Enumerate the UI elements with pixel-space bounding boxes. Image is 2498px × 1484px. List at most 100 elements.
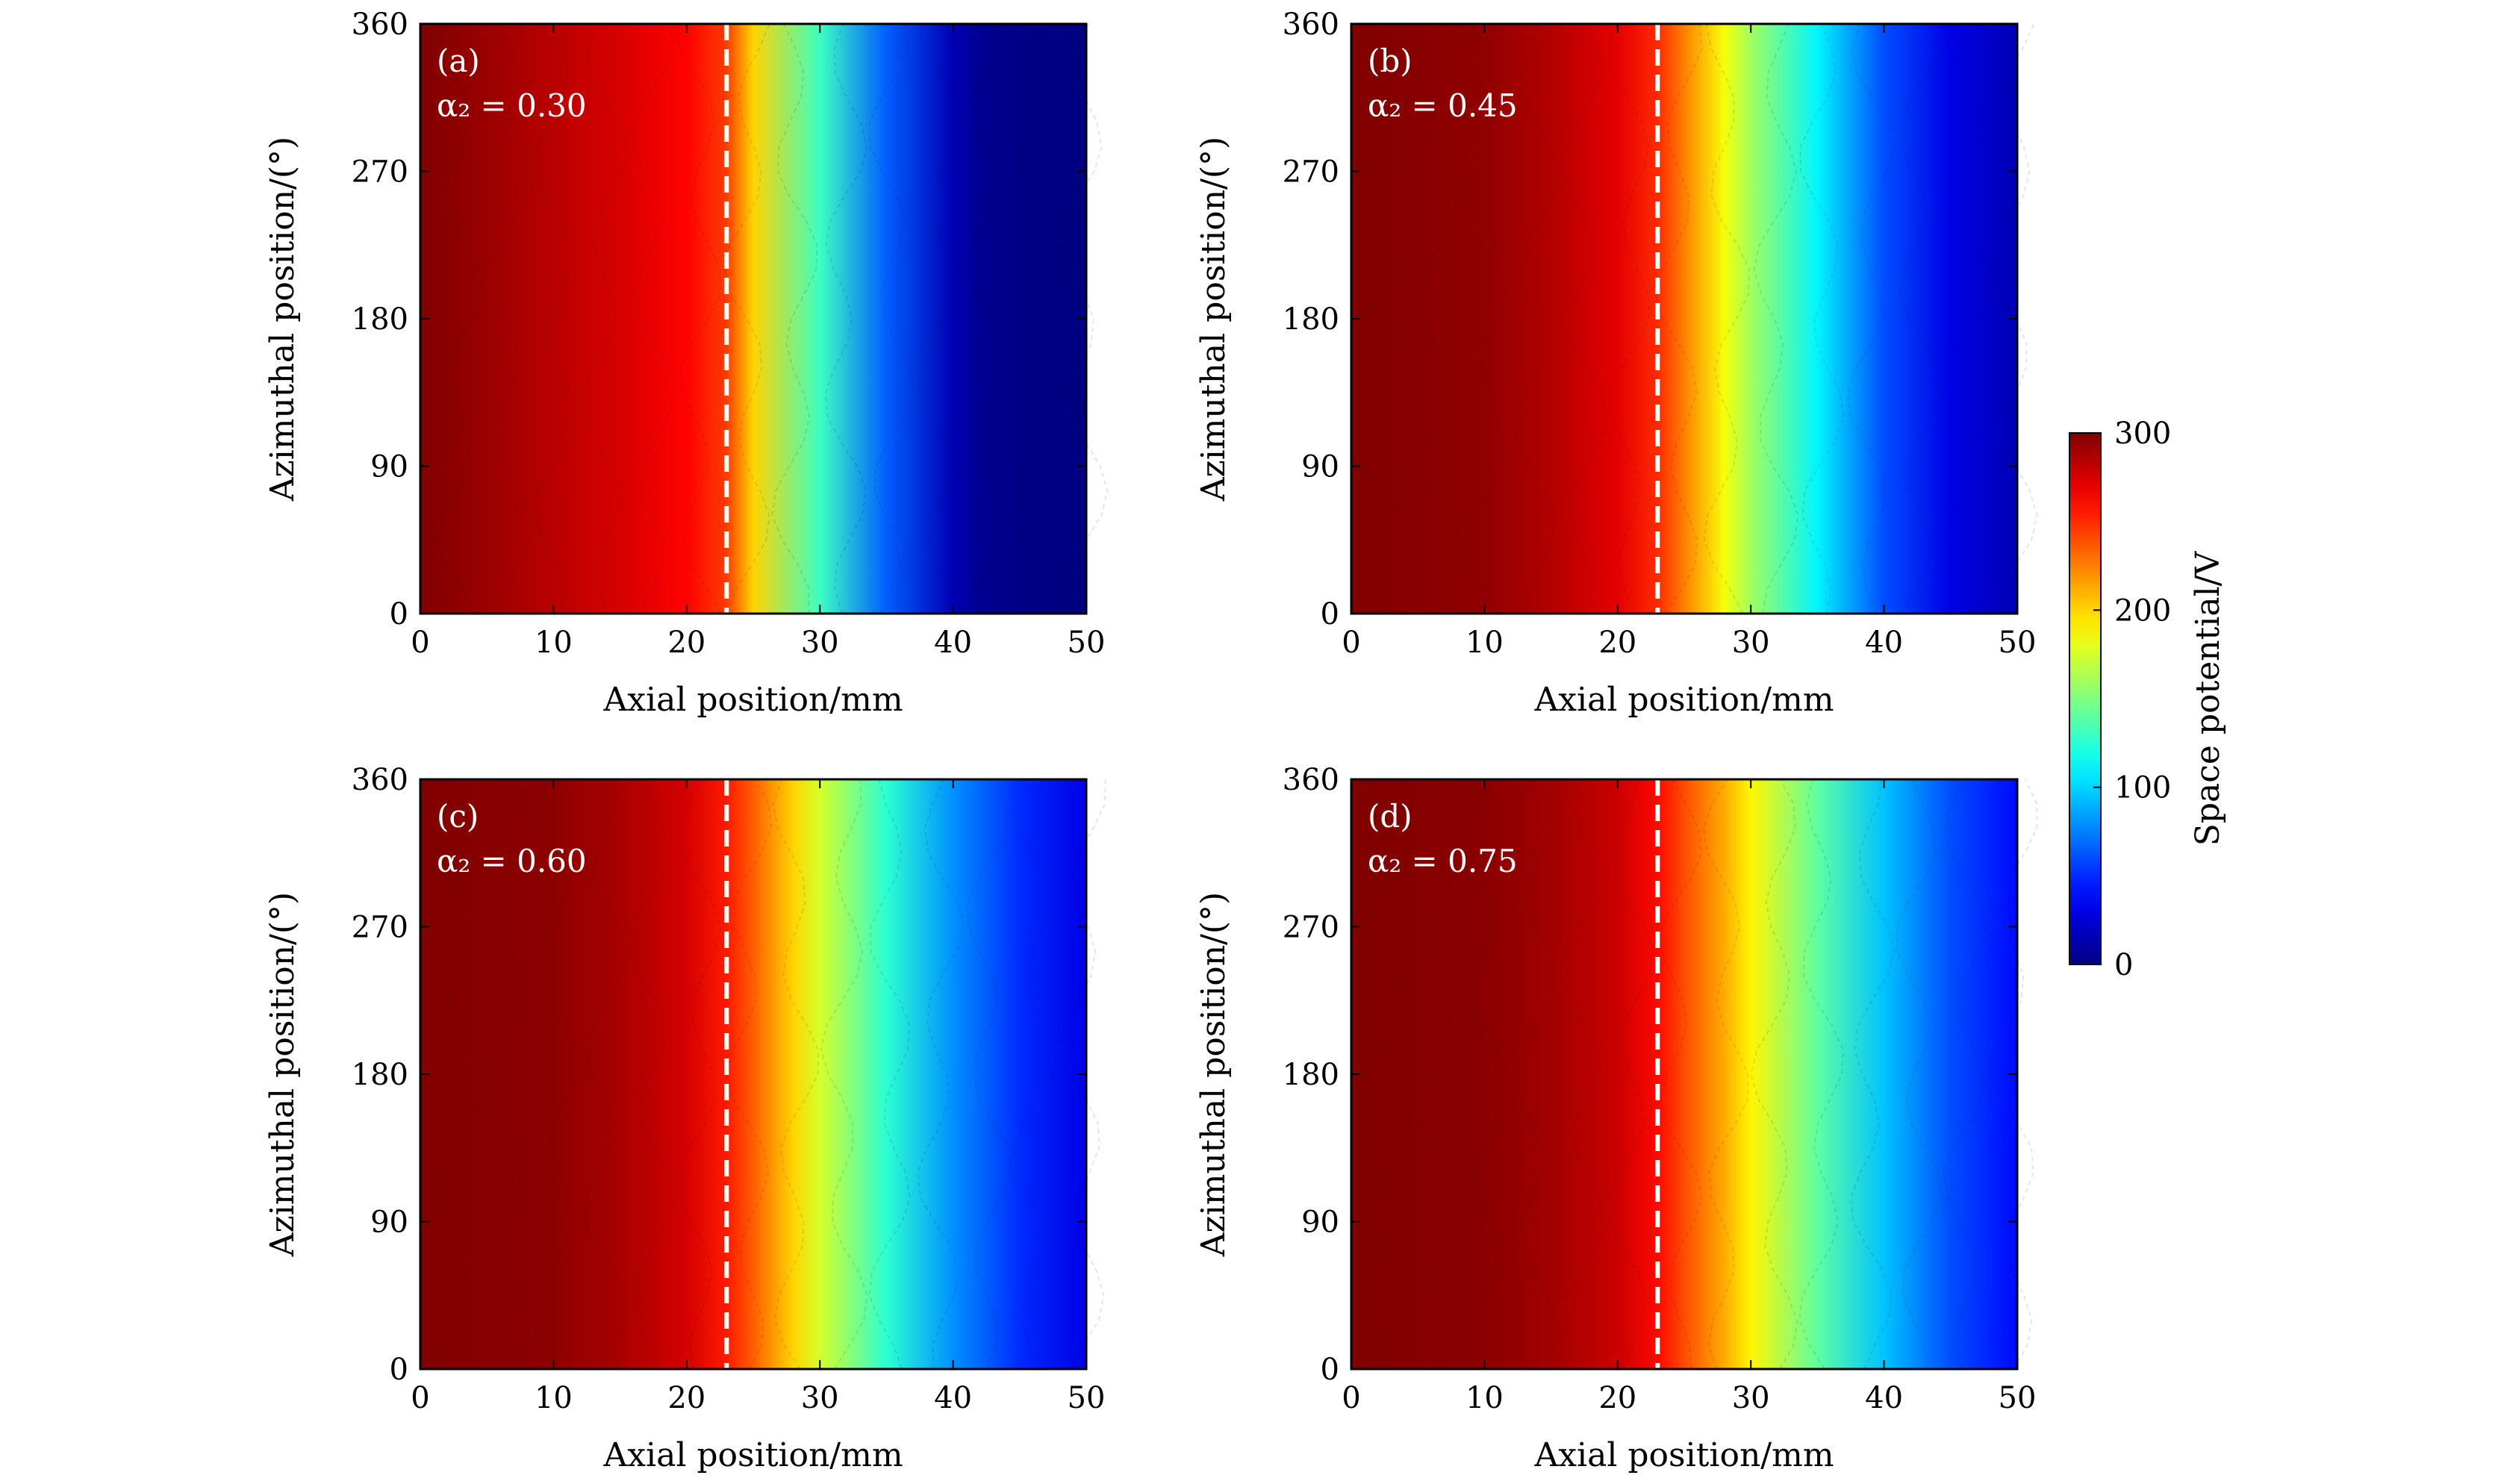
- contour-line: [1992, 779, 2038, 1370]
- contour-line: [1560, 23, 1608, 614]
- heatmap-field: [1351, 24, 2017, 614]
- contour-line: [1368, 23, 1415, 614]
- y-tick-label: 180: [1283, 302, 1339, 337]
- y-axis-title: Azimuthal position/(°): [1195, 137, 1233, 502]
- contour-line: [915, 23, 962, 614]
- x-tick-label: 30: [1732, 1381, 1770, 1415]
- colorbar-tick-label: 200: [2114, 593, 2171, 628]
- contour-line: [483, 779, 532, 1370]
- contour-line: [1059, 779, 1106, 1370]
- x-axis-title: Axial position/mm: [1533, 1436, 1834, 1474]
- contour-line: [1750, 779, 1798, 1370]
- contour-line: [1011, 779, 1056, 1370]
- contour-line: [632, 23, 676, 614]
- x-tick-label: 20: [667, 1381, 706, 1415]
- x-tick-label: 0: [411, 626, 429, 660]
- panel-b: 0 10 20 30 40 50 0 90 180 270 360 Axial position/mm…: [1195, 7, 2038, 719]
- contour-line: [1896, 779, 1943, 1370]
- x-tick-label: 40: [934, 1381, 972, 1415]
- contour-line: [1060, 23, 1109, 614]
- heatmap-field: [420, 779, 1086, 1369]
- x-tick-label: 30: [801, 1381, 839, 1415]
- contour-line: [1513, 779, 1559, 1370]
- colorbar-label: Space potential/V: [2189, 550, 2227, 846]
- contour-lines: [1368, 779, 2038, 1370]
- contour-line: [772, 779, 820, 1370]
- x-tick-label: 0: [411, 1381, 429, 1415]
- x-tick-label: 0: [1342, 626, 1360, 660]
- panel-c: 0 10 20 30 40 50 0 90 180 270 360 Axial position/mm…: [264, 763, 1106, 1474]
- x-tick-label: 50: [1068, 1381, 1106, 1415]
- contour-line: [824, 23, 868, 614]
- panel-label: (a): [437, 43, 480, 79]
- heatmap-field: [1351, 779, 2017, 1369]
- y-tick-label: 360: [1283, 763, 1339, 797]
- y-tick-label: 360: [1283, 7, 1339, 42]
- contour-line: [1942, 23, 1990, 614]
- x-axis-title: Axial position/mm: [602, 681, 903, 719]
- contour-line: [1654, 23, 1703, 614]
- contour-line: [868, 23, 916, 614]
- alpha-annotation: α₂ = 0.75: [1368, 843, 1518, 879]
- contour-line: [1850, 779, 1896, 1370]
- contour-line: [1559, 779, 1606, 1370]
- x-tick-label: 50: [1999, 1381, 2037, 1415]
- contour-line: [1415, 23, 1463, 614]
- contour-line: [1463, 779, 1511, 1370]
- panel-a: 0 10 20 30 40 50 0 90 180 270 360 Axial position/mm…: [264, 7, 1109, 719]
- contour-line: [1415, 779, 1464, 1370]
- contour-line: [1702, 779, 1749, 1370]
- contour-line: [963, 23, 1011, 614]
- panel-label: (d): [1368, 798, 1412, 835]
- y-tick-label: 0: [1321, 1353, 1339, 1387]
- contour-line: [771, 23, 818, 614]
- contour-line: [1607, 23, 1650, 614]
- contour-line: [437, 23, 485, 614]
- colorbar-tick-label: 300: [2114, 417, 2171, 451]
- y-tick-label: 90: [1301, 450, 1339, 484]
- contour-line: [1703, 23, 1751, 614]
- y-tick-label: 270: [1283, 911, 1339, 945]
- y-tick-label: 90: [370, 450, 408, 484]
- contour-lines: [1368, 23, 2038, 614]
- y-tick-label: 270: [1283, 155, 1339, 190]
- contour-line: [726, 779, 773, 1370]
- contour-line: [436, 779, 483, 1370]
- x-tick-label: 10: [535, 626, 573, 660]
- alpha-annotation: α₂ = 0.60: [437, 843, 587, 879]
- y-tick-label: 180: [1283, 1058, 1339, 1092]
- x-tick-label: 10: [1466, 626, 1504, 660]
- contour-lines: [437, 23, 1109, 614]
- contour-line: [675, 23, 721, 614]
- contour-line: [1799, 23, 1845, 614]
- alpha-annotation: α₂ = 0.45: [1368, 87, 1518, 124]
- contour-line: [585, 779, 629, 1370]
- y-tick-label: 270: [352, 911, 408, 945]
- y-axis-title: Azimuthal position/(°): [264, 892, 302, 1257]
- contour-line: [1990, 23, 2038, 614]
- x-axis-title: Axial position/mm: [602, 1436, 903, 1474]
- x-tick-label: 40: [1865, 626, 1903, 660]
- y-tick-label: 180: [352, 302, 408, 337]
- contour-line: [1660, 779, 1703, 1370]
- contour-line: [531, 779, 579, 1370]
- y-tick-label: 90: [370, 1206, 408, 1240]
- x-tick-label: 10: [535, 1381, 573, 1415]
- x-tick-label: 20: [667, 626, 706, 660]
- contour-line: [581, 23, 629, 614]
- colorbar: 0 100 200 300 Space potential/V: [2069, 417, 2227, 982]
- y-tick-label: 90: [1301, 1206, 1339, 1240]
- x-tick-label: 40: [1865, 1381, 1903, 1415]
- contour-line: [1846, 23, 1895, 614]
- x-tick-label: 30: [801, 626, 839, 660]
- y-tick-label: 0: [390, 1353, 408, 1387]
- y-tick-label: 180: [352, 1058, 408, 1092]
- colorbar-tick-label: 100: [2114, 771, 2171, 805]
- x-tick-label: 40: [934, 626, 972, 660]
- panel-label: (b): [1368, 43, 1412, 79]
- heatmap-field: [420, 24, 1086, 614]
- contour-line: [966, 779, 1012, 1370]
- x-tick-label: 0: [1342, 1381, 1360, 1415]
- x-tick-label: 50: [1068, 626, 1106, 660]
- contour-line: [676, 779, 722, 1370]
